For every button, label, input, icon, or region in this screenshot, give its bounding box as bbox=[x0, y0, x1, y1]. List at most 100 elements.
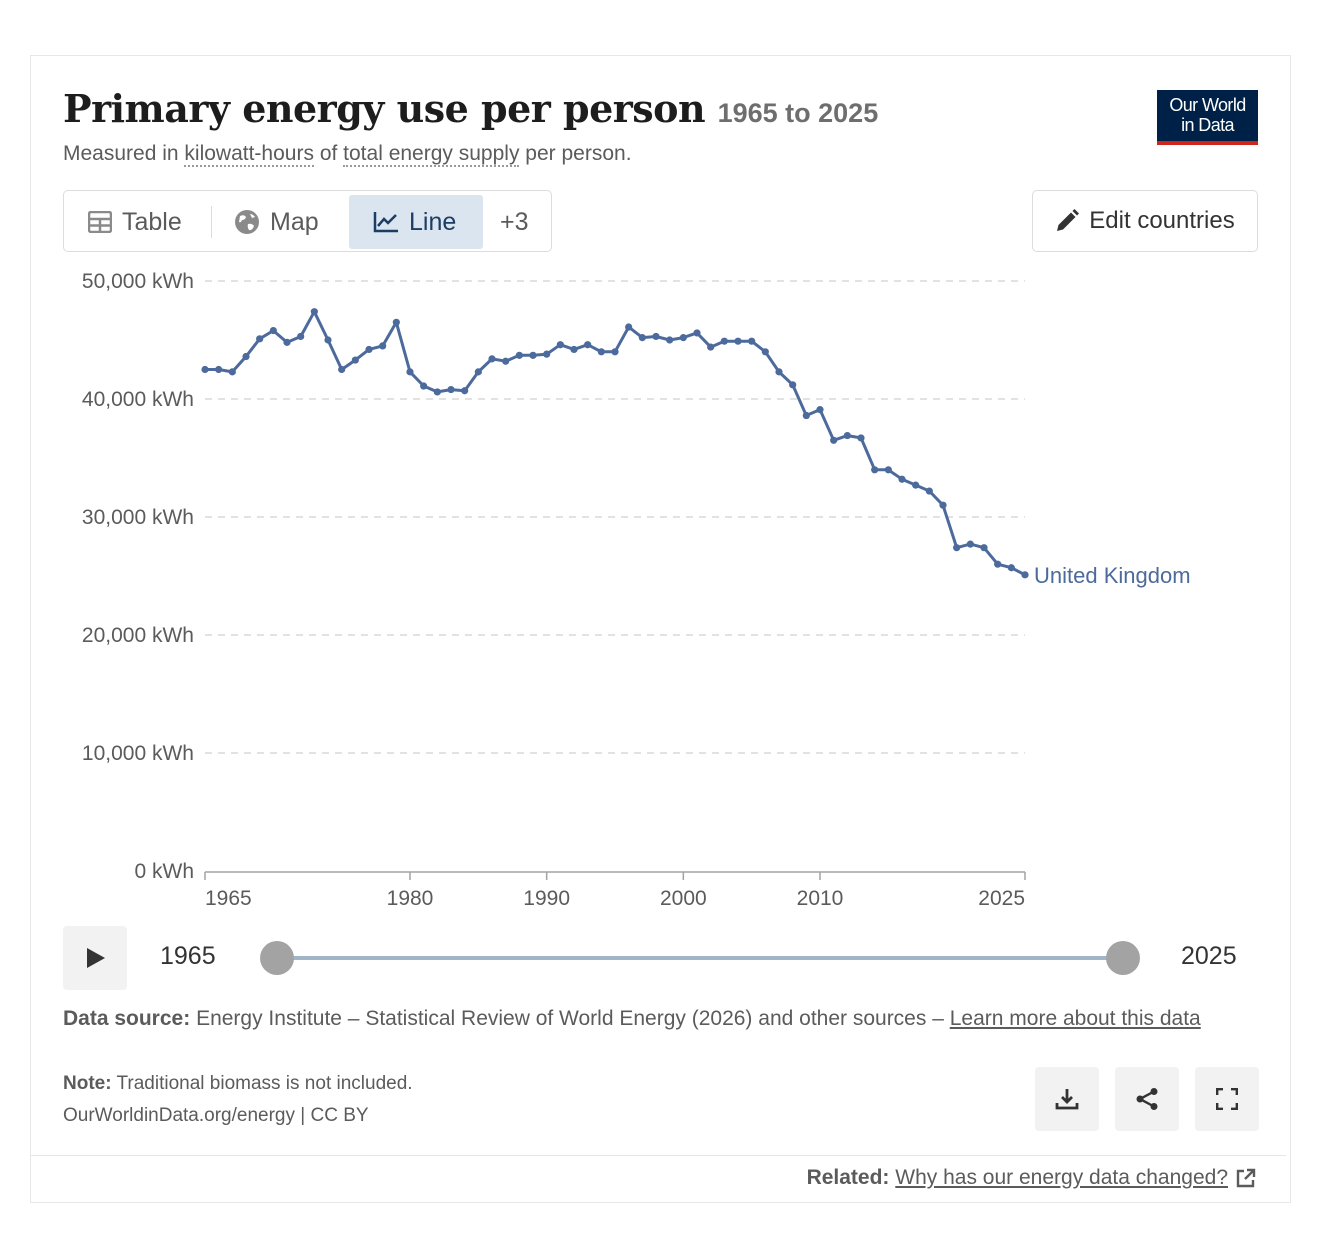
x-tick-label: 1965 bbox=[205, 887, 252, 910]
data-point bbox=[884, 466, 892, 474]
x-tick-label: 2000 bbox=[660, 887, 707, 910]
data-point bbox=[201, 365, 209, 374]
data-point bbox=[297, 332, 305, 341]
y-tick-label: 50,000 kWh bbox=[82, 270, 194, 293]
x-tick-label: 2025 bbox=[978, 887, 1025, 910]
data-point bbox=[1021, 571, 1029, 579]
data-point bbox=[269, 326, 277, 335]
note: Note: Traditional biomass is not include… bbox=[63, 1073, 413, 1095]
data-source: Data source: Energy Institute – Statisti… bbox=[63, 1006, 1253, 1032]
download-icon bbox=[1055, 1089, 1079, 1110]
y-tick-label: 0 kWh bbox=[134, 860, 194, 883]
related-link[interactable]: Why has our energy data changed? bbox=[895, 1166, 1228, 1189]
data-point bbox=[242, 352, 250, 361]
data-point bbox=[802, 411, 810, 420]
data-point bbox=[324, 336, 332, 344]
data-point bbox=[515, 351, 523, 359]
owid-logo[interactable]: Our World in Data bbox=[1157, 90, 1258, 145]
data-point bbox=[638, 334, 646, 342]
subtitle-unit-link[interactable]: kilowatt-hours bbox=[184, 142, 314, 167]
tab-table[interactable]: Table bbox=[88, 195, 182, 249]
data-point bbox=[543, 350, 551, 358]
tab-more-label: +3 bbox=[500, 207, 529, 236]
data-point bbox=[420, 382, 428, 390]
data-point bbox=[256, 335, 264, 343]
data-point bbox=[748, 337, 756, 345]
data-point bbox=[529, 351, 537, 359]
edit-countries-button[interactable]: Edit countries bbox=[1032, 190, 1258, 252]
timeline-end-label: 2025 bbox=[1181, 942, 1237, 970]
data-point bbox=[939, 501, 947, 509]
y-tick-label: 30,000 kWh bbox=[82, 506, 194, 529]
data-point bbox=[953, 544, 961, 552]
data-point bbox=[652, 332, 660, 341]
edit-countries-label: Edit countries bbox=[1089, 207, 1235, 234]
data-point bbox=[611, 348, 619, 356]
tab-line[interactable]: Line bbox=[349, 195, 483, 249]
data-point bbox=[1007, 564, 1015, 572]
tab-map[interactable]: Map bbox=[234, 195, 319, 249]
timeline-track[interactable] bbox=[277, 956, 1123, 960]
data-point bbox=[584, 341, 592, 349]
data-point bbox=[556, 341, 564, 349]
data-point bbox=[351, 356, 359, 364]
y-tick-label: 40,000 kWh bbox=[82, 388, 194, 411]
footer-divider bbox=[30, 1155, 1286, 1156]
note-label: Note: bbox=[63, 1073, 112, 1094]
logo-line2: in Data bbox=[1181, 115, 1234, 135]
data-point bbox=[228, 368, 236, 376]
data-point bbox=[433, 388, 441, 396]
data-point bbox=[707, 343, 715, 351]
data-point bbox=[761, 348, 769, 356]
data-point bbox=[666, 336, 674, 344]
data-point bbox=[379, 342, 387, 350]
data-point bbox=[502, 357, 510, 365]
data-point bbox=[597, 348, 605, 356]
line-chart-icon bbox=[373, 212, 398, 233]
tab-divider bbox=[211, 206, 212, 238]
license-text: OurWorldinData.org/energy | CC BY bbox=[63, 1105, 369, 1126]
data-point bbox=[898, 475, 906, 483]
data-point bbox=[679, 334, 687, 342]
download-button[interactable] bbox=[1035, 1067, 1099, 1131]
line-chart: 0 kWh 10,000 kWh 20,000 kWh 30,000 kWh 40,00… bbox=[82, 270, 1191, 910]
source-text: Energy Institute – Statistical Review of… bbox=[196, 1007, 944, 1030]
logo-line1: Our World bbox=[1169, 95, 1246, 115]
data-point bbox=[338, 365, 346, 374]
play-button[interactable] bbox=[63, 926, 127, 990]
y-tick-label: 10,000 kWh bbox=[82, 742, 194, 765]
data-point bbox=[310, 308, 318, 316]
view-tabs: Table Map Line +3 bbox=[63, 190, 552, 252]
timeline-start-handle[interactable] bbox=[260, 941, 294, 975]
related-link-row: Related: Why has our energy data changed… bbox=[807, 1166, 1256, 1190]
subtitle-of: of bbox=[319, 142, 338, 165]
tab-more[interactable]: +3 bbox=[500, 195, 529, 249]
share-button[interactable] bbox=[1115, 1067, 1179, 1131]
title-text: Primary energy use per person bbox=[63, 86, 706, 131]
chart-card bbox=[30, 55, 1291, 1203]
data-point bbox=[474, 368, 482, 376]
x-tick-label: 1980 bbox=[387, 887, 434, 910]
globe-icon bbox=[235, 210, 259, 234]
data-point bbox=[843, 431, 851, 440]
timeline-start-label: 1965 bbox=[160, 942, 216, 970]
chart-subtitle: Measured in kilowatt-hours of total ener… bbox=[63, 142, 632, 167]
source-label: Data source: bbox=[63, 1007, 191, 1030]
tab-map-label: Map bbox=[270, 207, 319, 236]
data-point bbox=[693, 329, 701, 337]
subtitle-suffix: per person. bbox=[525, 142, 632, 165]
chart-title: Primary energy use per person 1965 to 20… bbox=[63, 86, 878, 131]
data-point bbox=[406, 368, 414, 376]
learn-more-link[interactable]: Learn more about this data bbox=[949, 1007, 1201, 1030]
fullscreen-button[interactable] bbox=[1195, 1067, 1259, 1131]
data-point bbox=[912, 481, 920, 489]
data-point bbox=[816, 406, 824, 414]
tab-table-label: Table bbox=[122, 207, 182, 236]
timeline-end-handle[interactable] bbox=[1106, 941, 1140, 975]
data-point bbox=[488, 355, 496, 363]
data-point bbox=[447, 385, 455, 394]
data-point bbox=[871, 466, 879, 474]
subtitle-measure-link[interactable]: total energy supply bbox=[343, 142, 520, 167]
subtitle-prefix: Measured in bbox=[63, 142, 179, 165]
share-icon bbox=[1136, 1088, 1158, 1110]
